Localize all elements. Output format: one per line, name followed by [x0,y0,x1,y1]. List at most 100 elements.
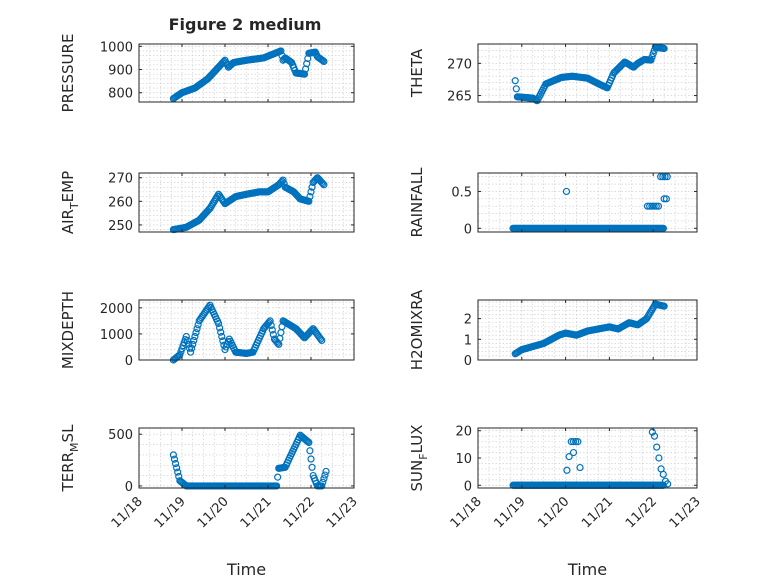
ytick-label: 0 [125,480,133,495]
plot-air-temp: 250 260 270 AIRTEMP [59,171,355,234]
data-point [574,438,582,446]
data-point [659,173,667,181]
ytick-label: 1000 [100,40,133,55]
yaxis-label: MIXDEPTH [59,291,77,369]
data-point [279,176,287,184]
grid [478,428,697,488]
plot-rainfall: 0 0.5 RAINFALL [408,167,698,238]
series-markers [511,300,668,358]
ytick-label: 265 [447,90,472,105]
ytick-label: 0 [464,354,472,369]
series-markers [511,43,668,105]
yaxis-label-rest: LUX [408,425,426,454]
xtick-label: 11/20 [535,494,572,531]
data-point [308,183,316,191]
ytick-label: 10 [455,452,472,467]
yaxis-label-main: SUN [408,460,426,492]
data-point [216,324,224,332]
yaxis-label: AIRTEMP [59,171,81,234]
yaxis-label: SUNFLUX [408,425,430,492]
data-point [655,454,663,462]
data-point [662,195,670,203]
ytick-label: 1 [464,333,472,348]
data-point [302,65,310,73]
yaxis-label-main: AIR [59,209,77,234]
data-point [320,181,328,189]
data-point [648,428,656,436]
data-point [319,57,327,65]
ytick-label: 0 [464,479,472,494]
data-point [569,448,578,457]
plot-terr-msl: 0 500 11/18 11/19 11/20 11/21 11/22 11/23 Time TE… [59,424,361,579]
data-point [305,438,313,447]
data-point [565,453,573,461]
ytick-label: 0 [125,354,133,369]
data-point [659,224,667,232]
data-point [191,332,199,341]
grid [139,173,354,232]
data-point [189,340,197,348]
yaxis-label: H2OMIXRA [408,289,426,370]
data-point [661,173,669,181]
data-point [280,180,288,188]
xaxis-label: Time [567,560,607,579]
data-point [512,85,520,93]
data-point [304,437,312,446]
data-point [266,317,274,325]
xtick-label: 11/19 [492,494,529,531]
data-point [322,467,330,476]
axes-box [138,427,355,489]
axes-box [138,43,355,103]
data-point [273,482,281,490]
ytick-label: 0.5 [451,185,472,200]
data-point [308,463,316,471]
ytick-label: 500 [108,428,133,443]
data-point [178,345,186,353]
plot-pressure: 800 900 1000 PRESSURE [59,34,355,112]
data-point [572,438,580,446]
series-markers [169,174,328,234]
data-point [659,470,667,478]
data-point [320,475,328,483]
ytick-label: 270 [447,57,472,72]
data-point [648,53,656,61]
xtick-label: 11/18 [109,494,146,531]
data-point [576,463,584,472]
yaxis-label-rest: EMP [59,171,77,202]
data-point [267,321,275,330]
data-point [176,351,184,359]
xtick-label: 11/18 [448,494,485,531]
data-point [192,329,200,337]
xtick-label: 11/19 [152,494,189,531]
data-point [177,348,185,356]
data-point [562,187,571,196]
xtick-label: 11/22 [281,494,318,531]
plot-sun-flux: 0 10 20 11/18 11/19 11/20 11/21 11/22 11/23 Time S… [408,425,704,579]
data-point [319,180,327,188]
data-point [193,325,201,333]
axes-box [477,43,698,103]
data-point [660,195,668,203]
yaxis-label-sub: M [68,442,81,452]
xtick-label: 11/23 [324,494,361,531]
data-point [217,328,225,336]
data-point [214,319,223,328]
data-point [169,451,177,459]
yaxis-label: TERRMSL [59,424,81,493]
data-point [652,202,660,210]
data-point [647,56,655,64]
ytick-label: 250 [108,219,133,234]
ytick-label: 900 [108,64,133,79]
data-point [173,464,181,472]
data-point [305,197,313,205]
ytick-label: 270 [108,172,133,187]
data-point [650,432,659,440]
axes-box [477,172,698,233]
data-point [300,70,309,78]
data-point [218,332,226,341]
data-point [220,341,228,349]
data-point [663,173,671,181]
yaxis-label: RAINFALL [408,167,426,238]
ytick-label: 1000 [100,328,133,343]
ytick-label: 260 [108,195,133,210]
